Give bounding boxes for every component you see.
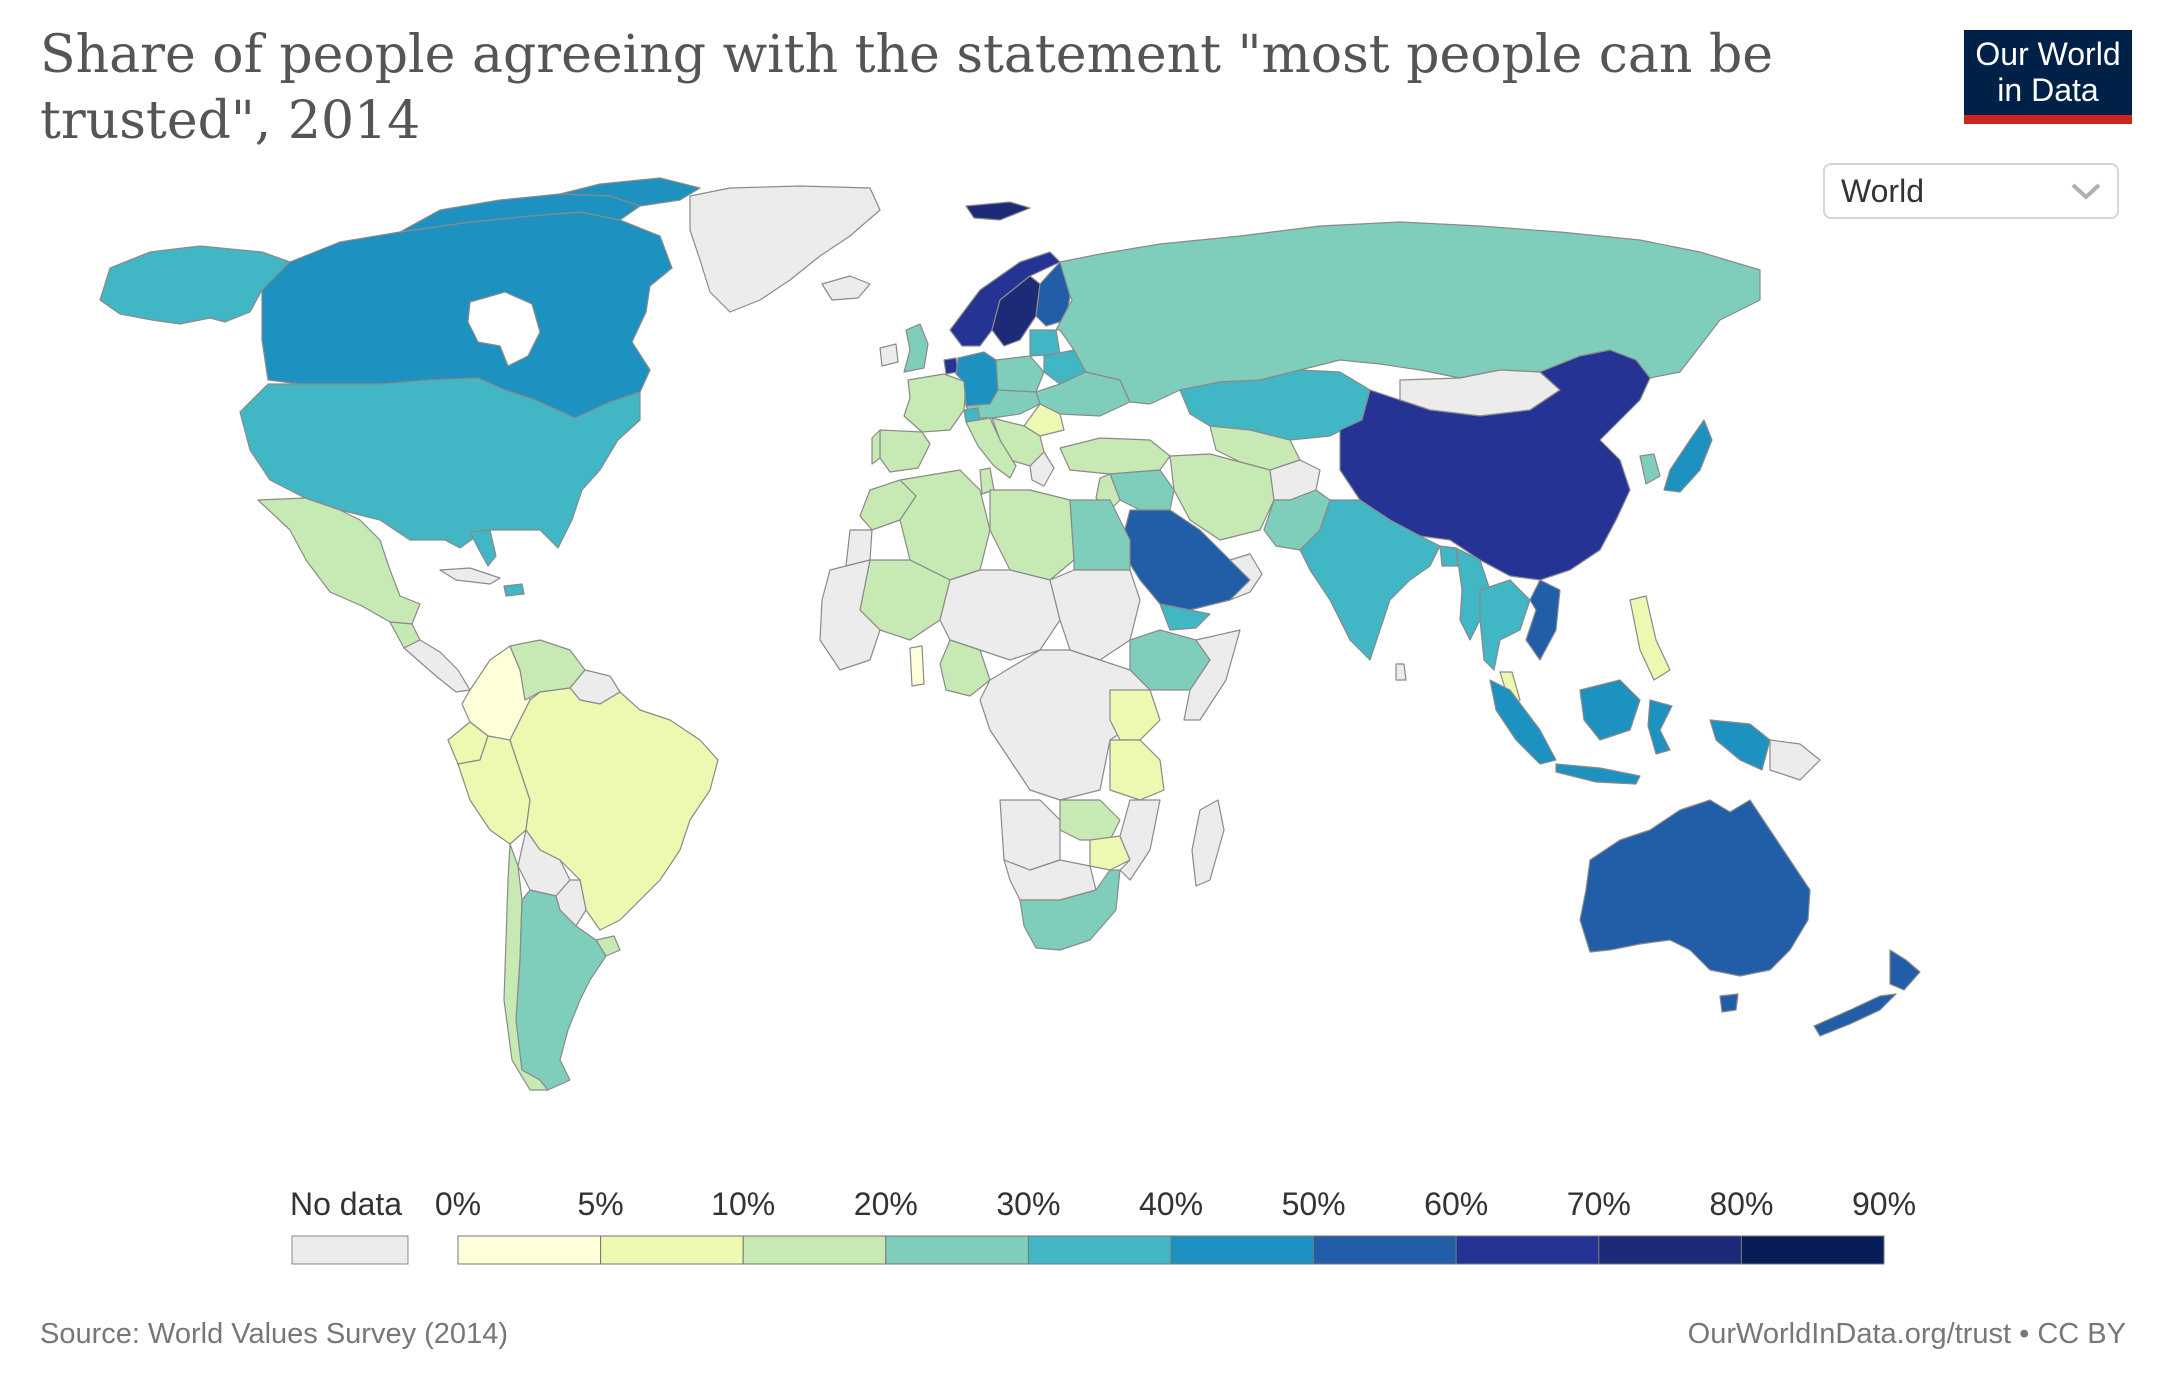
country-philippines[interactable] — [1629, 595, 1671, 681]
chevron-down-icon — [2071, 183, 2101, 200]
country-iran[interactable] — [1169, 453, 1275, 541]
country-canada-islands[interactable] — [559, 177, 701, 207]
legend-bins — [457, 1235, 1885, 1265]
legend-bin — [742, 1235, 887, 1265]
country-egypt[interactable] — [1069, 499, 1131, 571]
country-sri-lanka[interactable] — [1395, 663, 1407, 681]
country-libya[interactable] — [989, 489, 1075, 581]
region-selector-value: World — [1841, 172, 1924, 209]
legend-bin — [457, 1235, 602, 1265]
country-haiti-dr[interactable] — [503, 583, 525, 597]
country-romania[interactable] — [1023, 403, 1065, 437]
legend-end-label: 90% — [1851, 1186, 1917, 1222]
country-turkey[interactable] — [1059, 437, 1171, 475]
country-tanzania[interactable] — [1109, 739, 1165, 801]
country-indonesia-papua[interactable] — [1709, 719, 1771, 771]
country-iceland[interactable] — [821, 275, 871, 301]
country-myanmar[interactable] — [1455, 547, 1491, 641]
source-note: Source: World Values Survey (2014) — [40, 1318, 508, 1350]
country-indonesia-sumatra[interactable] — [1489, 679, 1557, 765]
country-mexico[interactable] — [257, 497, 421, 625]
country-india[interactable] — [1299, 499, 1441, 661]
legend-bin-label: 60% — [1424, 1186, 1489, 1222]
country-zambia[interactable] — [1059, 799, 1121, 841]
country-sudan[interactable] — [1049, 569, 1141, 661]
country-madagascar[interactable] — [1191, 799, 1225, 887]
legend-bin-label: 50% — [1281, 1186, 1346, 1222]
legend-bin-label: 5% — [577, 1186, 624, 1222]
legend-nodata-swatch — [291, 1235, 409, 1265]
country-oman[interactable] — [1229, 553, 1263, 601]
legend-bin-label: 20% — [853, 1186, 918, 1222]
country-horn-somalia[interactable] — [1183, 629, 1241, 721]
country-australia-tasmania[interactable] — [1719, 993, 1739, 1013]
legend-bin-label: 30% — [996, 1186, 1061, 1222]
legend-bin-label: 80% — [1709, 1186, 1774, 1222]
legend-bin — [1313, 1235, 1457, 1265]
country-sweden[interactable] — [991, 275, 1041, 347]
legend-bin — [1598, 1235, 1742, 1265]
country-new-zealand-north[interactable] — [1889, 949, 1921, 991]
country-portugal[interactable] — [871, 429, 881, 465]
country-central-america[interactable] — [403, 639, 471, 693]
country-papua-new-guinea[interactable] — [1769, 739, 1821, 781]
chart-title: Share of people agreeing with the statem… — [40, 25, 1774, 151]
legend-bin-label: 40% — [1138, 1186, 1204, 1222]
license-link[interactable]: OurWorldInData.org/trust • CC BY — [1687, 1318, 2126, 1350]
legend-bin-label: 0% — [434, 1186, 482, 1222]
legend-bin — [885, 1235, 1029, 1265]
legend-bin — [1740, 1235, 1885, 1265]
logo-line-1: Our World — [1975, 36, 2121, 72]
country-iraq-syria[interactable] — [1109, 469, 1175, 511]
legend-nodata-label: No data — [290, 1186, 403, 1222]
country-italy[interactable] — [965, 417, 1017, 479]
country-china[interactable] — [1339, 349, 1651, 581]
country-indonesia-borneo[interactable] — [1579, 679, 1641, 741]
legend-bin — [1027, 1235, 1172, 1265]
country-greenland[interactable] — [689, 185, 881, 313]
region-selector[interactable]: World — [1823, 163, 2119, 219]
country-new-zealand-south[interactable] — [1813, 993, 1897, 1037]
country-baltics[interactable] — [1029, 329, 1061, 357]
country-yemen[interactable] — [1159, 603, 1211, 631]
country-ireland[interactable] — [879, 343, 899, 367]
legend-bin-label: 70% — [1566, 1186, 1631, 1222]
country-uk[interactable] — [903, 323, 929, 373]
legend-bin-label: 10% — [711, 1186, 776, 1222]
legend-bin — [1170, 1235, 1315, 1265]
country-ghana[interactable] — [909, 645, 925, 687]
country-alaska[interactable] — [99, 245, 291, 325]
country-japan[interactable] — [1663, 419, 1713, 493]
country-south-africa[interactable] — [1019, 869, 1121, 951]
country-indonesia-sulawesi[interactable] — [1647, 699, 1673, 755]
country-spain[interactable] — [879, 429, 931, 473]
country-zimbabwe[interactable] — [1089, 835, 1131, 871]
country-russia[interactable] — [1055, 221, 1761, 405]
country-svalbard[interactable] — [965, 201, 1031, 221]
country-usa-florida[interactable] — [469, 529, 497, 567]
owid-logo[interactable]: Our World in Data — [1964, 30, 2132, 124]
country-greece[interactable] — [1029, 451, 1055, 487]
country-france[interactable] — [903, 373, 967, 433]
country-cuba[interactable] — [439, 567, 501, 585]
country-argentina[interactable] — [515, 889, 607, 1091]
country-uruguay[interactable] — [595, 935, 621, 957]
country-west-africa[interactable] — [819, 559, 881, 671]
country-indonesia-java[interactable] — [1555, 763, 1641, 785]
country-mozambique[interactable] — [1119, 799, 1161, 881]
country-bangladesh[interactable] — [1439, 545, 1459, 567]
country-poland[interactable] — [995, 355, 1045, 393]
logo-line-2: in Data — [1997, 72, 2099, 108]
country-nigeria[interactable] — [939, 639, 991, 697]
hudson-bay — [467, 291, 541, 367]
country-australia[interactable] — [1579, 799, 1811, 977]
country-angola[interactable] — [999, 799, 1061, 871]
country-thailand[interactable] — [1479, 579, 1531, 671]
country-south-korea[interactable] — [1639, 453, 1661, 485]
country-kenya-uganda[interactable] — [1109, 689, 1161, 741]
legend-bin — [600, 1235, 744, 1265]
legend-bin — [1455, 1235, 1600, 1265]
country-vietnam[interactable] — [1525, 579, 1561, 661]
